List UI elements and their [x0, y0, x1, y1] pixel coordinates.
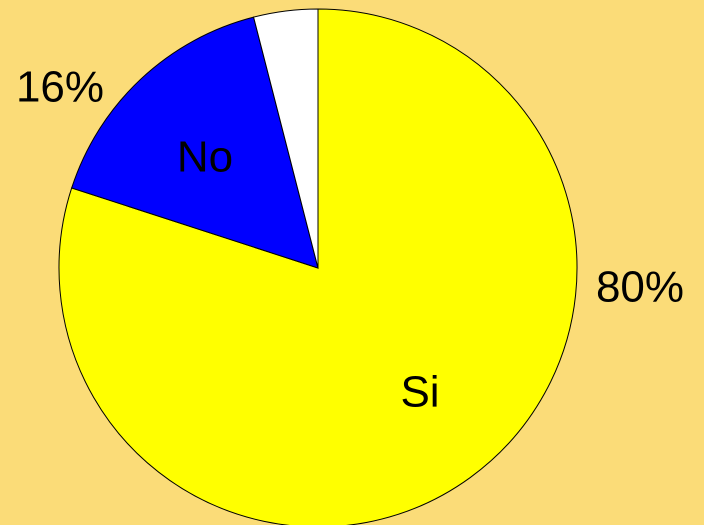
slice-label: No	[177, 133, 233, 182]
page: {"chart_data": {"type": "pie", "categori…	[0, 0, 704, 525]
slice-label: Si	[400, 368, 439, 417]
value-label: 80%	[596, 263, 684, 312]
value-label: 16%	[16, 63, 104, 112]
chart: Si 80% No 16%	[0, 0, 704, 525]
